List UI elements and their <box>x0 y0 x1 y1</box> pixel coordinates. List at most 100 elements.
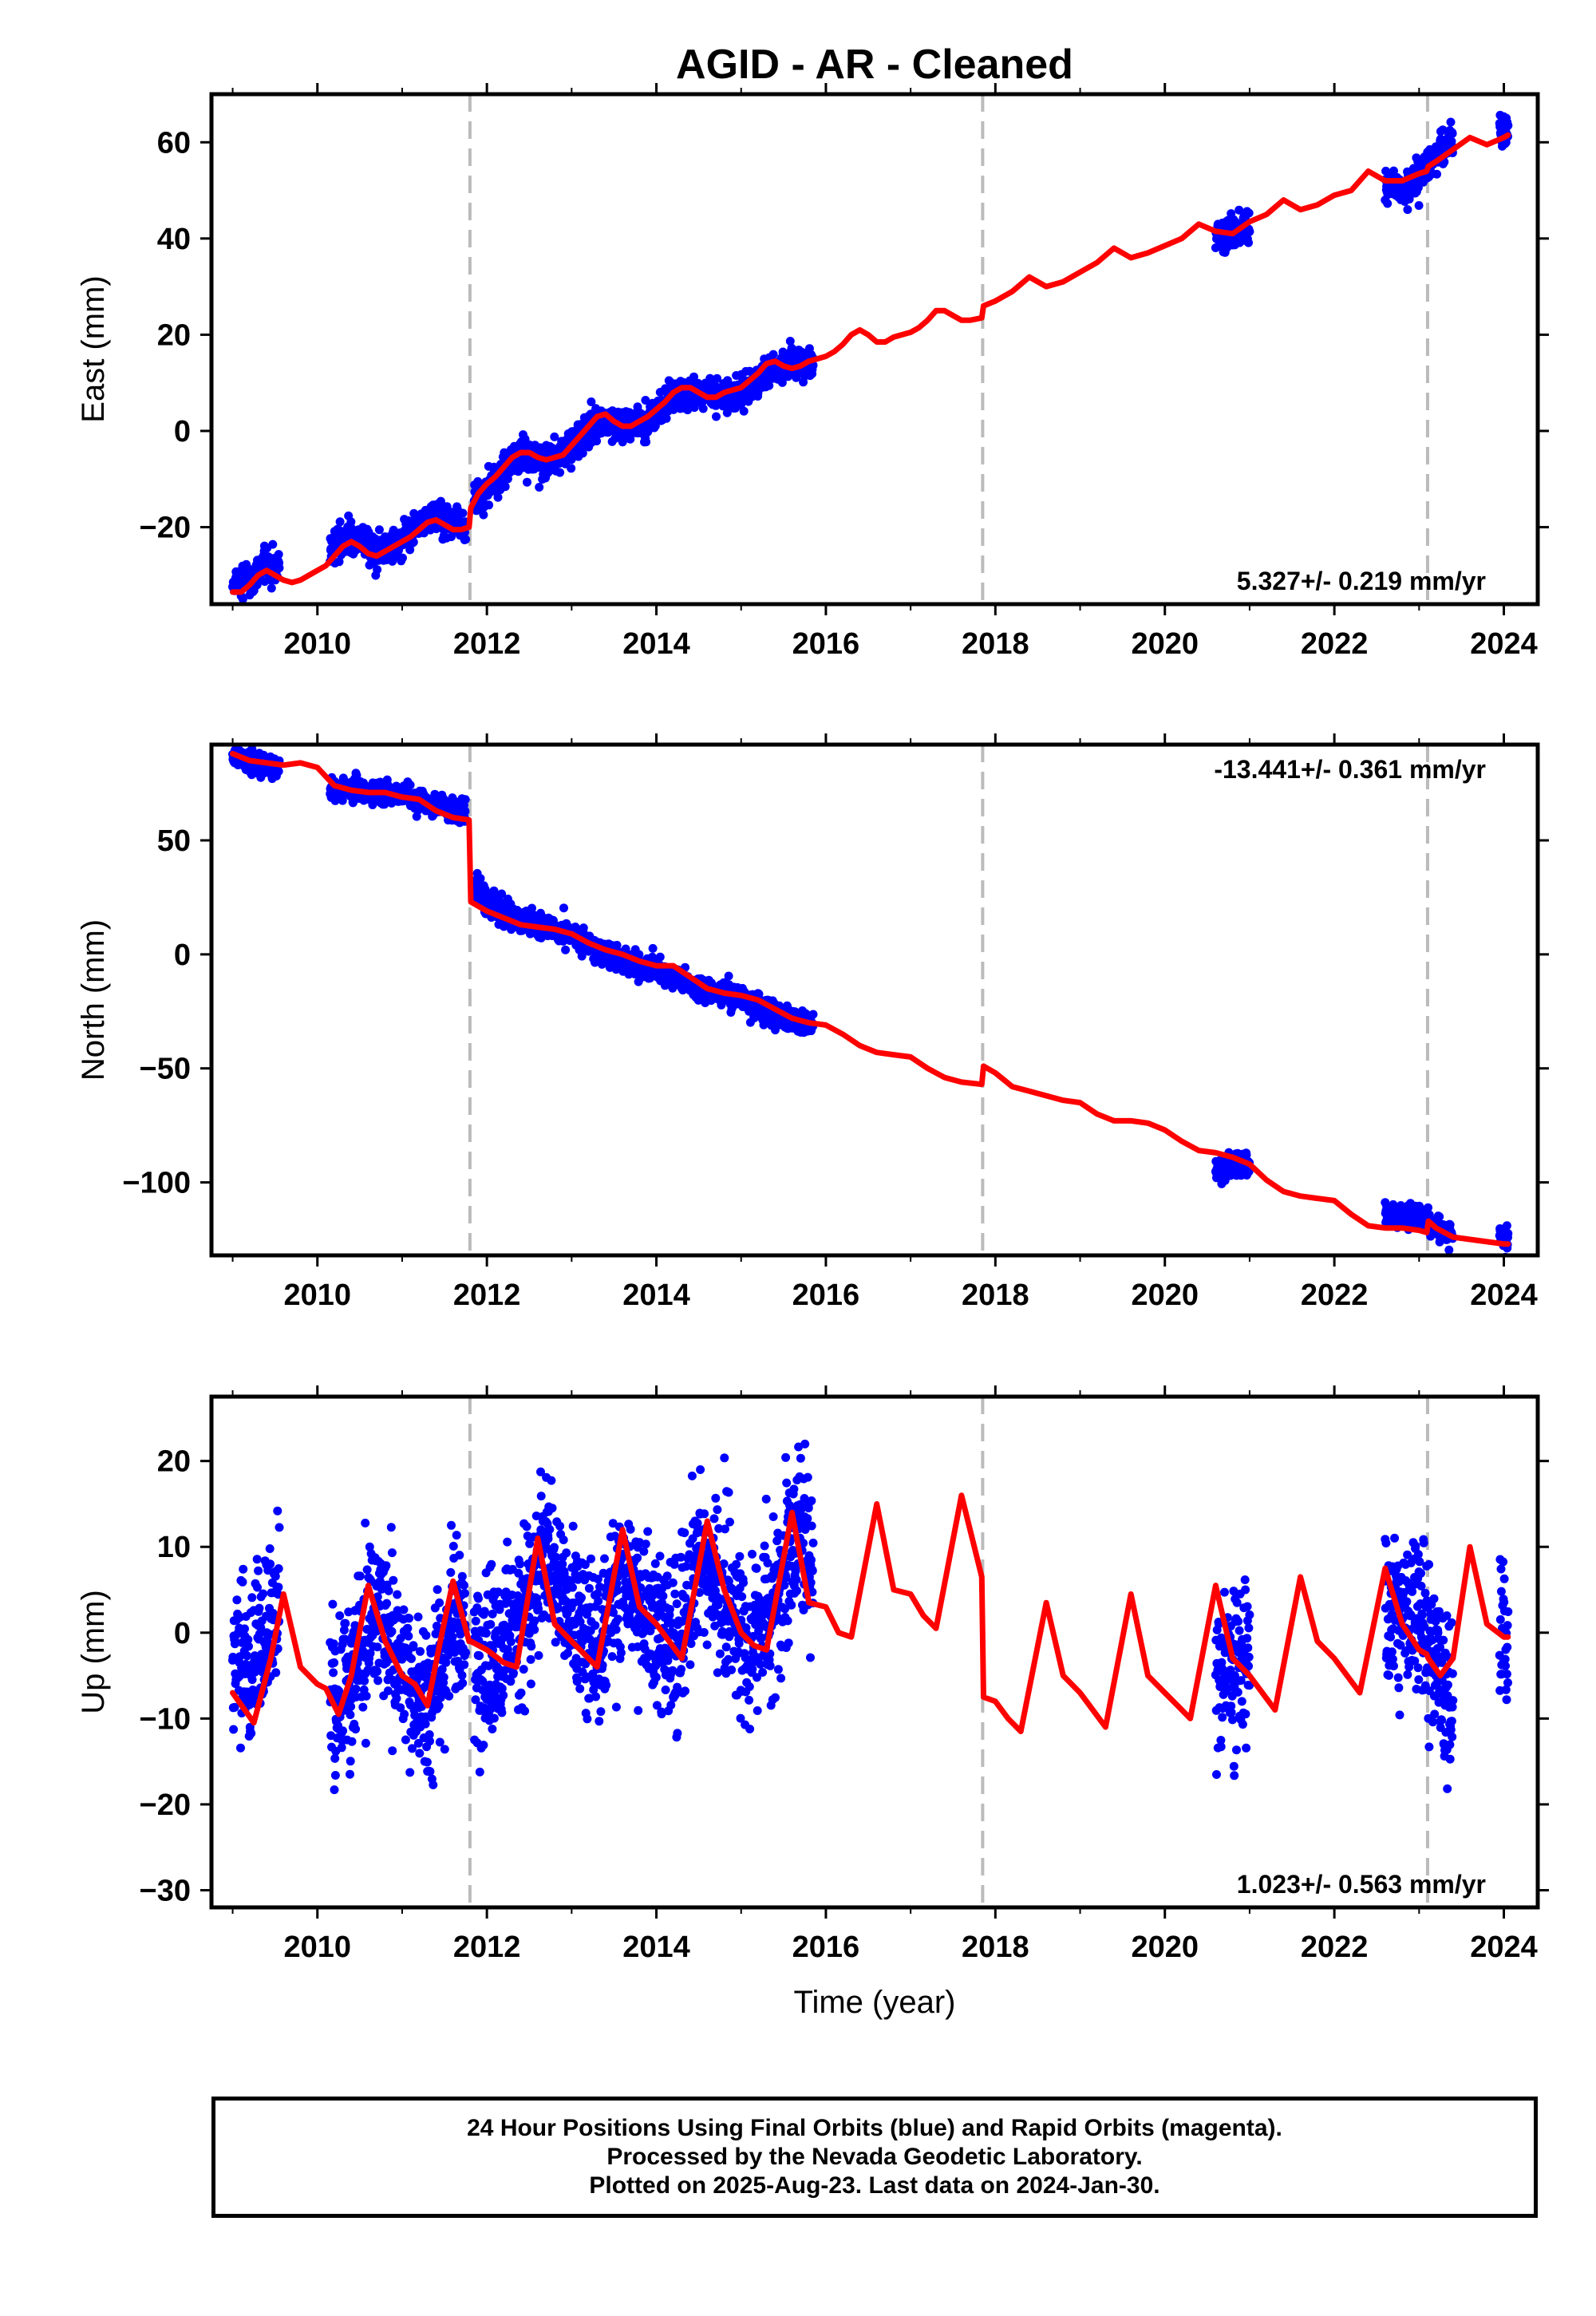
data-point <box>476 874 485 883</box>
x-tick-label: 2012 <box>453 627 521 661</box>
data-point <box>698 404 708 413</box>
data-point <box>330 1785 339 1795</box>
data-point <box>338 1726 348 1736</box>
data-point <box>612 940 622 950</box>
data-point <box>1432 169 1441 179</box>
data-point <box>384 1586 393 1595</box>
data-point <box>578 449 587 458</box>
data-point <box>381 1561 391 1571</box>
x-tick-label: 2014 <box>622 1279 690 1312</box>
y-tick-label: 40 <box>157 223 191 256</box>
data-point <box>460 795 470 804</box>
y-tick-label: 0 <box>174 939 191 972</box>
data-point <box>683 405 693 415</box>
east-panel: 2010 2012 2014 2016 2018 2020 2022 2024−2002040… <box>76 83 1549 661</box>
data-point <box>1424 1203 1432 1212</box>
data-point <box>373 1666 382 1676</box>
data-point <box>374 525 384 535</box>
data-point <box>362 1565 372 1575</box>
x-tick-label: 2010 <box>283 1279 351 1312</box>
model-line <box>230 132 1511 595</box>
data-point <box>268 539 278 549</box>
data-point <box>1414 201 1424 210</box>
data-point <box>1445 1220 1455 1230</box>
data-point <box>405 781 415 790</box>
data-point <box>386 1523 396 1532</box>
data-point <box>330 1753 340 1763</box>
data-point <box>387 1626 397 1636</box>
data-point <box>648 943 658 953</box>
data-point <box>1503 1229 1513 1239</box>
data-point <box>351 1725 361 1734</box>
data-point <box>253 1583 262 1592</box>
data-point <box>535 483 544 492</box>
data-point <box>1444 1245 1454 1255</box>
data-point <box>373 1676 383 1686</box>
data-point <box>641 396 650 405</box>
plot-frame <box>209 92 1540 607</box>
data-point <box>473 476 483 486</box>
data-point <box>244 1642 253 1651</box>
plot-area <box>228 1397 1513 1907</box>
data-point <box>1448 128 1457 138</box>
data-point <box>363 1666 373 1675</box>
data-point <box>1403 205 1412 215</box>
data-point <box>346 1710 355 1720</box>
x-tick-label: 2022 <box>1301 627 1369 661</box>
data-point <box>493 492 503 502</box>
data-point <box>592 437 602 446</box>
data-point <box>365 1649 375 1658</box>
data-point <box>247 1729 256 1738</box>
data-point <box>338 796 347 805</box>
plot-area <box>228 745 1513 1255</box>
data-point <box>373 1642 382 1652</box>
data-point <box>339 1626 349 1634</box>
data-point <box>785 337 795 346</box>
data-point <box>567 464 576 473</box>
data-point <box>274 767 283 776</box>
data-point <box>409 537 418 547</box>
y-tick-label: −50 <box>140 1053 191 1086</box>
y-tick-label: 60 <box>157 126 191 160</box>
data-point <box>267 583 276 593</box>
data-point <box>389 1575 398 1585</box>
data-point <box>238 595 247 604</box>
data-point <box>247 1675 257 1685</box>
y-tick-label: −20 <box>140 512 191 545</box>
data-point <box>361 1518 370 1528</box>
data-point <box>334 1686 344 1696</box>
data-point <box>1502 1221 1511 1231</box>
x-tick-label: 2016 <box>792 627 860 661</box>
data-point <box>330 1658 339 1667</box>
data-point <box>621 944 630 954</box>
data-point <box>777 377 787 387</box>
data-point <box>243 1651 252 1661</box>
data-point <box>337 1743 346 1753</box>
data-point <box>346 1701 356 1711</box>
data-point <box>334 557 344 567</box>
data-point <box>347 1737 357 1746</box>
data-point <box>236 1743 245 1753</box>
data-point <box>497 889 507 899</box>
data-point <box>346 1769 354 1779</box>
y-tick-label: 0 <box>174 415 191 449</box>
data-point <box>561 945 571 954</box>
data-point <box>739 406 749 416</box>
data-point <box>329 1639 338 1649</box>
data-point <box>251 1667 260 1677</box>
data-point <box>642 437 651 447</box>
data-point <box>266 1559 275 1569</box>
data-point <box>361 1738 370 1748</box>
data-point <box>523 477 531 487</box>
data-point <box>373 565 382 575</box>
data-point <box>271 1668 281 1678</box>
data-point <box>365 1542 374 1551</box>
x-tick-label: 2018 <box>962 1279 1029 1312</box>
data-point <box>388 1746 397 1756</box>
data-point <box>239 1564 248 1574</box>
data-point <box>712 412 721 421</box>
data-point <box>238 1577 247 1587</box>
plot-frame <box>209 742 1540 1258</box>
rate-label: 5.327+/- 0.219 mm/yr <box>1237 567 1486 595</box>
y-axis-label: North (mm) <box>76 919 111 1081</box>
